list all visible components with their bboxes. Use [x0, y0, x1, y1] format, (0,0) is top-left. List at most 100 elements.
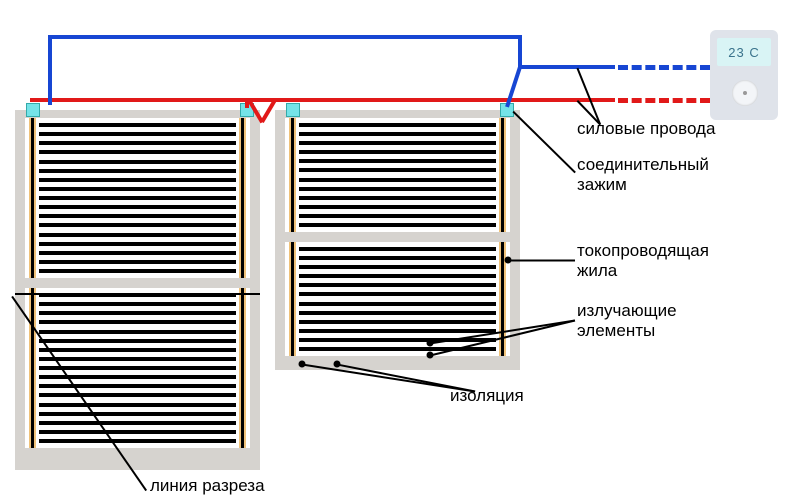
callout-dot [505, 257, 512, 264]
radiating-stripe [39, 242, 236, 246]
busbar [29, 118, 36, 278]
radiating-stripe [299, 265, 496, 269]
radiating-stripe [39, 214, 236, 218]
radiating-stripe [39, 233, 236, 237]
radiating-stripe [299, 196, 496, 200]
heating-section [285, 242, 510, 356]
radiating-stripe [299, 223, 496, 227]
radiating-stripe [299, 329, 496, 333]
radiating-stripe [39, 403, 236, 407]
radiating-stripe [299, 214, 496, 218]
radiating-stripe [299, 256, 496, 260]
radiating-stripe [299, 302, 496, 306]
wire-neutral [518, 35, 522, 65]
radiating-stripe [299, 132, 496, 136]
radiating-stripe [39, 141, 236, 145]
radiating-stripe [39, 196, 236, 200]
busbar [239, 288, 246, 448]
wire-neutral [518, 65, 615, 69]
radiating-stripe [299, 320, 496, 324]
radiating-stripe [39, 421, 236, 425]
radiating-stripe [299, 283, 496, 287]
label-line: излучающие [577, 301, 677, 321]
callout-lead [512, 111, 575, 173]
radiating-stripe [299, 168, 496, 172]
busbar [289, 118, 296, 232]
radiating-stripe [39, 439, 236, 443]
radiating-stripe [39, 160, 236, 164]
radiating-stripe [39, 178, 236, 182]
radiating-stripe [299, 150, 496, 154]
heating-section [25, 118, 250, 278]
radiating-stripe [39, 150, 236, 154]
radiating-stripe [39, 269, 236, 273]
label-radiating: излучающиеэлементы [577, 301, 677, 340]
connector-clamp [26, 103, 40, 117]
busbar [499, 118, 506, 232]
thermostat: 23 C [710, 30, 778, 120]
busbar [289, 242, 296, 356]
radiating-stripe [39, 260, 236, 264]
radiating-stripe [299, 205, 496, 209]
radiating-stripe [39, 430, 236, 434]
wire-hot-dashed [618, 98, 710, 103]
cut-line-guide [15, 293, 260, 295]
radiating-stripe [39, 311, 236, 315]
radiating-stripe [299, 247, 496, 251]
radiating-stripe [39, 320, 236, 324]
radiating-stripe [299, 187, 496, 191]
wire-neutral [48, 35, 518, 39]
thermostat-dial [732, 80, 758, 106]
wire-hot [30, 98, 615, 102]
radiating-stripe [299, 159, 496, 163]
heating-section [25, 288, 250, 448]
thermostat-reading: 23 C [728, 45, 759, 60]
thermostat-display: 23 C [717, 38, 771, 66]
callout-dot [427, 352, 434, 359]
label-cut_line: линия разреза [150, 476, 265, 496]
radiating-stripe [39, 302, 236, 306]
radiating-stripe [39, 366, 236, 370]
radiating-stripe [39, 330, 236, 334]
radiating-stripe [39, 223, 236, 227]
connector-clamp [286, 103, 300, 117]
radiating-stripe [39, 348, 236, 352]
busbar [239, 118, 246, 278]
callout-dot [334, 361, 341, 368]
radiating-stripe [39, 205, 236, 209]
callout-lead [508, 260, 575, 262]
radiating-stripe [39, 187, 236, 191]
busbar [29, 288, 36, 448]
label-line: соединительный [577, 155, 709, 175]
radiating-stripe [299, 141, 496, 145]
label-line: токопроводящая [577, 241, 709, 261]
label-line: жила [577, 261, 709, 281]
radiating-stripe [299, 178, 496, 182]
radiating-stripe [299, 123, 496, 127]
label-line: элементы [577, 321, 677, 341]
label-line: зажим [577, 175, 709, 195]
radiating-stripe [39, 412, 236, 416]
label-line: линия разреза [150, 476, 265, 496]
panel-right [275, 110, 520, 370]
callout-dot [299, 361, 306, 368]
radiating-stripe [39, 123, 236, 127]
heating-section [285, 118, 510, 232]
radiating-stripe [299, 292, 496, 296]
label-busbar: токопроводящаяжила [577, 241, 709, 280]
radiating-stripe [39, 393, 236, 397]
wire-neutral [48, 35, 52, 105]
radiating-stripe [39, 169, 236, 173]
radiating-stripe [39, 251, 236, 255]
radiating-stripe [39, 357, 236, 361]
callout-dot [427, 340, 434, 347]
radiating-stripe [39, 339, 236, 343]
label-clamp: соединительныйзажим [577, 155, 709, 194]
radiating-stripe [299, 311, 496, 315]
radiating-stripe [39, 384, 236, 388]
callout-lead [576, 67, 600, 125]
wire-neutral-dashed [618, 65, 710, 70]
panel-left [15, 110, 260, 470]
diagram-canvas: 23 C силовые проводасоединительныйзажимт… [0, 0, 800, 500]
radiating-stripe [299, 274, 496, 278]
